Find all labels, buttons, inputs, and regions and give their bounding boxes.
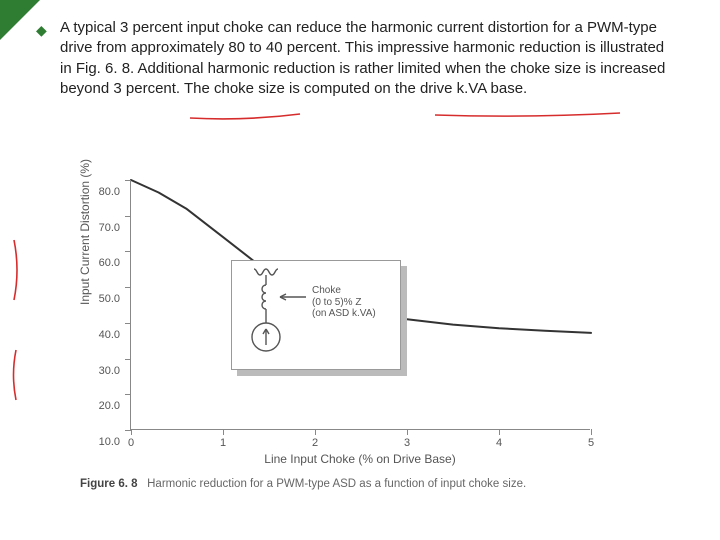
x-tick-label: 1 — [220, 437, 226, 449]
inset-box: Choke(0 to 5)% Z(on ASD k.VA) — [231, 260, 401, 370]
slide: ◆ A typical 3 percent input choke can re… — [0, 0, 720, 540]
x-axis-title: Line Input Choke (% on Drive Base) — [130, 452, 590, 466]
body-text: A typical 3 percent input choke can redu… — [60, 18, 670, 99]
bullet-glyph: ◆ — [36, 22, 47, 39]
figure-caption-label: Figure 6. 8 — [80, 478, 138, 490]
y-tick-label: 70.0 — [99, 222, 120, 234]
figure-caption: Figure 6. 8 Harmonic reduction for a PWM… — [80, 478, 620, 490]
inset-choke-label: Choke(0 to 5)% Z(on ASD k.VA) — [312, 285, 376, 320]
x-tick-label: 5 — [588, 437, 594, 449]
x-tick-label: 4 — [496, 437, 502, 449]
figure-caption-text: Harmonic reduction for a PWM-type ASD as… — [147, 478, 526, 490]
y-tick-label: 30.0 — [99, 365, 120, 377]
y-tick-label: 80.0 — [99, 186, 120, 198]
corner-accent — [0, 0, 40, 40]
figure-6-8: Choke(0 to 5)% Z(on ASD k.VA) 0 1 2 3 4 5 10.… — [70, 170, 630, 500]
y-tick-label: 50.0 — [99, 293, 120, 305]
y-axis-title: Input Current Distortion (%) — [78, 159, 92, 305]
plot-area: Choke(0 to 5)% Z(on ASD k.VA) 012345 10.… — [130, 180, 590, 430]
y-tick-label: 60.0 — [99, 257, 120, 269]
y-tick-label: 20.0 — [99, 400, 120, 412]
y-tick-label: 40.0 — [99, 329, 120, 341]
x-tick-label: 3 — [404, 437, 410, 449]
y-tick-label: 10.0 — [99, 436, 120, 448]
x-tick-label: 0 — [128, 437, 134, 449]
x-tick-label: 2 — [312, 437, 318, 449]
